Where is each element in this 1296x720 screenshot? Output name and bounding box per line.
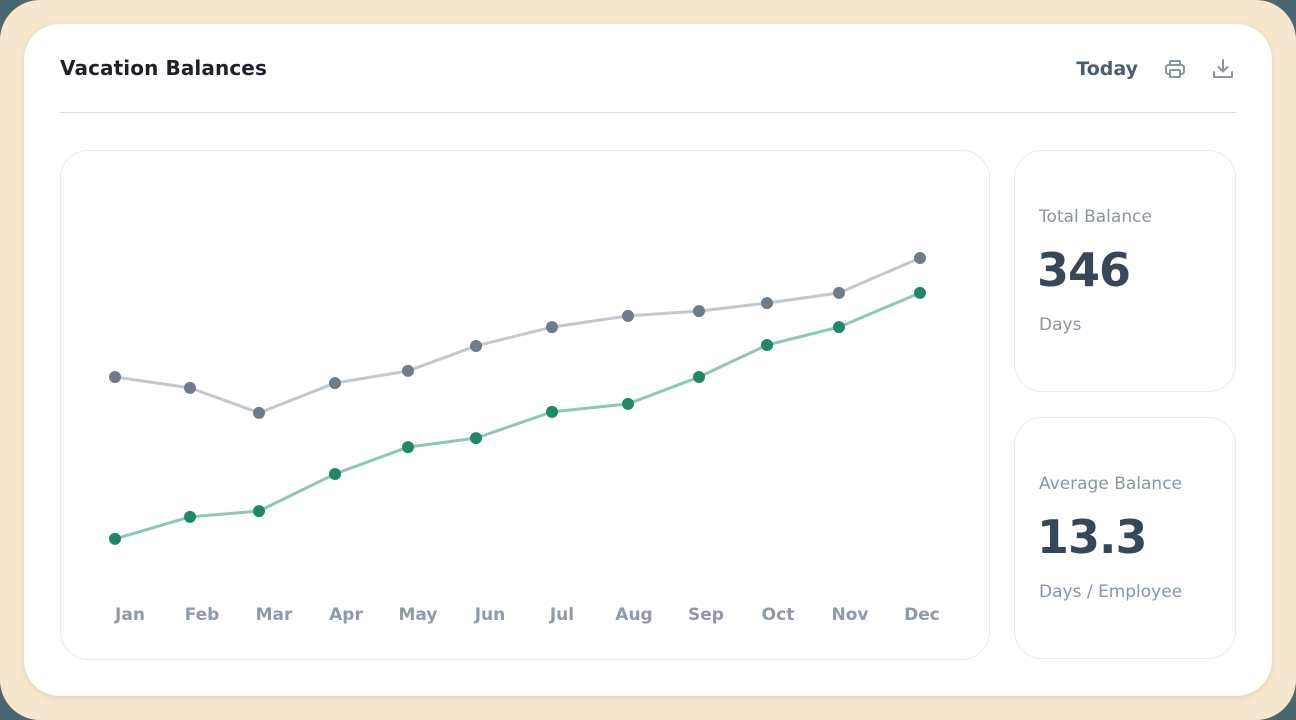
average-balance-card: Average Balance 13.3 Days / Employee [1014,417,1236,659]
chart-canvas: Jan Feb Mar Apr May Jun Jul Aug Sep Oct Nov Dec [109,251,940,625]
data-point[interactable] [622,309,634,322]
data-point[interactable] [109,532,121,545]
stat-unit: Days [1039,315,1082,335]
data-point[interactable] [109,371,121,383]
data-point[interactable] [546,405,558,418]
data-point[interactable] [622,397,634,410]
data-point[interactable] [253,406,265,419]
data-point[interactable] [833,286,845,299]
stat-label: Average Balance [1039,474,1183,494]
data-point[interactable] [329,467,341,480]
printer-icon [1165,60,1185,78]
x-axis-label: Mar [256,605,293,625]
header-divider [60,112,1236,113]
data-point[interactable] [402,364,414,377]
x-axis-label: Jun [474,605,506,625]
print-button[interactable] [1162,56,1188,82]
data-point[interactable] [914,251,926,264]
series-line [114,291,921,541]
x-axis-label: Apr [329,605,363,625]
data-point[interactable] [253,505,265,518]
x-axis-label: Feb [185,605,220,625]
data-point[interactable] [914,286,926,299]
data-point[interactable] [329,377,341,390]
data-point[interactable] [470,432,482,445]
data-point[interactable] [402,441,414,454]
data-point[interactable] [761,297,773,310]
series-line [114,256,921,415]
vacation-balances-card: Vacation Balances Today [24,24,1272,696]
x-axis-label: Nov [832,605,869,625]
stat-unit: Days / Employee [1039,582,1183,602]
stat-label: Total Balance [1039,207,1152,227]
data-point[interactable] [833,321,845,334]
card-header: Vacation Balances Today [60,54,1236,84]
x-axis-label: Sep [688,605,724,625]
data-point[interactable] [184,381,196,394]
download-button[interactable] [1210,56,1236,82]
x-axis-label: Jul [549,605,574,625]
stat-value: 13.3 [1037,510,1147,564]
data-point[interactable] [693,371,705,383]
data-point[interactable] [184,510,196,523]
line-chart: Jan Feb Mar Apr May Jun Jul Aug Sep Oct Nov Dec [60,150,990,660]
x-axis-label: Aug [615,605,652,625]
data-point[interactable] [546,321,558,334]
download-icon [1213,59,1233,78]
x-axis-label: Dec [904,605,940,625]
data-point[interactable] [761,339,773,351]
today-button[interactable]: Today [1076,58,1138,80]
x-axis-label: May [399,605,438,625]
total-balance-card: Total Balance 346 Days [1014,150,1236,392]
header-actions: Today [1076,54,1236,84]
x-axis-label: Oct [762,605,795,625]
data-point[interactable] [693,305,705,318]
stat-value: 346 [1037,243,1131,297]
data-point[interactable] [470,339,482,352]
card-title: Vacation Balances [60,56,267,80]
x-axis-label: Jan [114,605,145,625]
